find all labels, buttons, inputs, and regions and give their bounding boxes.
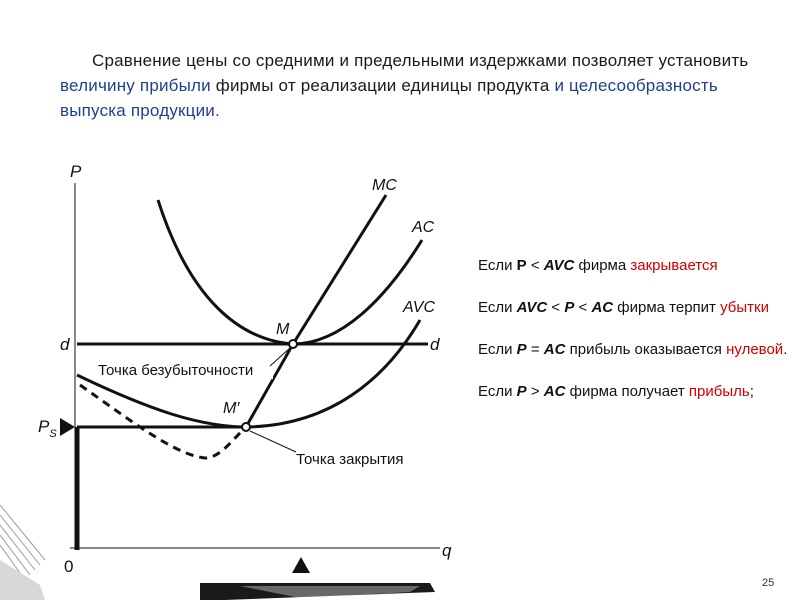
intro-highlight-output: и целесообразность выпуска продукции. bbox=[60, 76, 718, 120]
intro-text-2: фирмы от реализации единицы продукта bbox=[210, 76, 555, 95]
cost-curves-diagram: P q 0 d d PS AC AVC MC M M′ Точка безубы… bbox=[38, 162, 452, 576]
rule-profit: Если P > AC фирма получает прибыль; bbox=[478, 383, 754, 400]
rule-losses: Если AVC < P < AC фирма терпит убытки bbox=[478, 299, 769, 316]
mc-curve-dashed bbox=[79, 383, 248, 460]
x-axis-label: q bbox=[442, 541, 452, 560]
rules-panel: Если P < AVC фирма закрывается Если AVC … bbox=[478, 255, 788, 423]
intro-text: Сравнение цены со средними и предельными… bbox=[92, 51, 749, 70]
d-label-right: d bbox=[430, 335, 440, 354]
mc-label: MC bbox=[372, 177, 397, 194]
intro-highlight-profit: величину прибыли bbox=[60, 76, 211, 95]
ps-label: PS bbox=[38, 417, 57, 440]
intro-paragraph: Сравнение цены со средними и предельными… bbox=[60, 48, 750, 123]
ac-curve bbox=[156, 199, 424, 346]
q-marker-icon bbox=[292, 557, 310, 573]
shutdown-pointer bbox=[249, 430, 297, 453]
breakeven-label-bg bbox=[95, 359, 273, 379]
m-label: M bbox=[276, 321, 290, 338]
m-point bbox=[288, 339, 298, 349]
rule-zero-profit: Если P = AC прибыль оказывается нулевой. bbox=[478, 341, 788, 358]
ac-label: AC bbox=[411, 219, 435, 236]
origin-label: 0 bbox=[64, 557, 73, 576]
shutdown-label: Точка закрытия bbox=[296, 451, 404, 468]
breakeven-label: Точка безубыточности bbox=[98, 362, 253, 379]
m-prime-label: M′ bbox=[223, 400, 240, 417]
breakeven-pointer bbox=[269, 347, 291, 367]
avc-label: AVC bbox=[402, 299, 435, 316]
y-axis-label: P bbox=[70, 162, 82, 181]
d-label-left: d bbox=[60, 335, 70, 354]
m-prime-point bbox=[241, 422, 251, 432]
rule-shutdown: Если P < AVC фирма закрывается bbox=[478, 257, 718, 274]
page-number: 25 bbox=[762, 577, 775, 589]
ps-arrow-icon bbox=[60, 418, 75, 436]
